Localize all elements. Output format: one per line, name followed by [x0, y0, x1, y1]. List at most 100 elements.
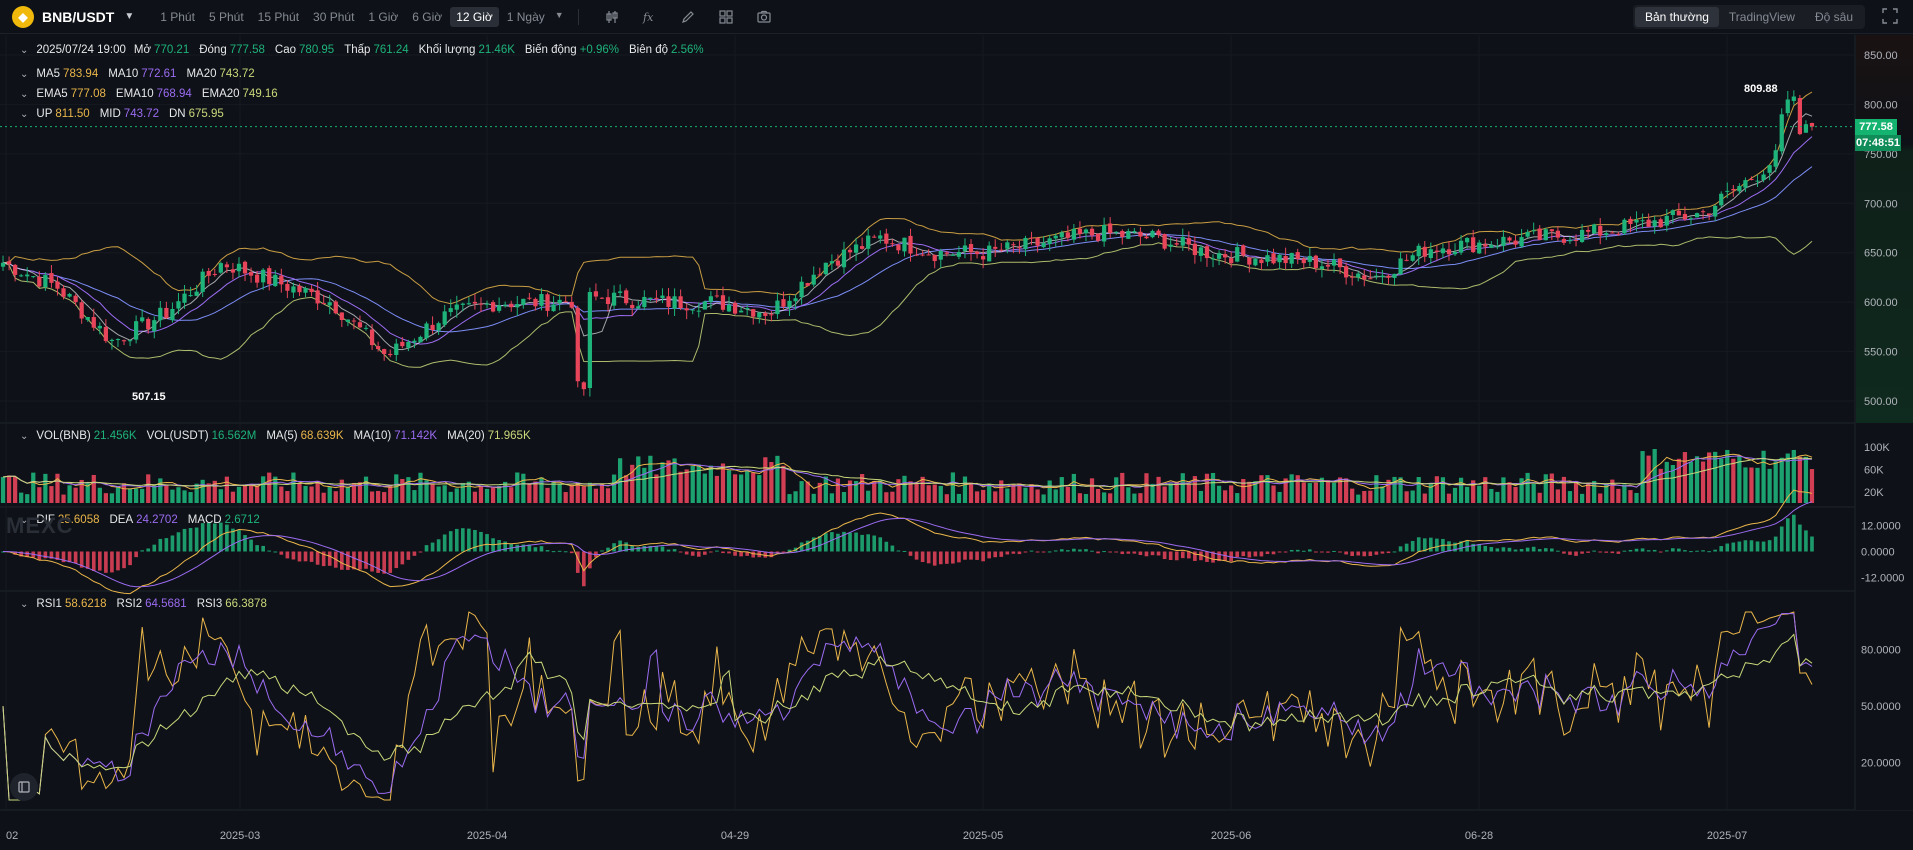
candle-body [872, 236, 877, 238]
chevron-down-icon[interactable]: ⌄ [20, 68, 29, 80]
candle-body [376, 346, 381, 350]
candle-body [654, 297, 659, 299]
chevron-down-icon[interactable]: ▼ [124, 11, 135, 22]
candle-body [200, 271, 205, 292]
macd-histogram-bar [630, 545, 635, 552]
close-value: 777.58 [229, 44, 265, 56]
candle-body [829, 261, 834, 264]
chevron-down-icon[interactable]: ⌄ [20, 44, 29, 56]
candle-body [146, 318, 151, 330]
candle-body [1767, 165, 1772, 173]
candle-body [1265, 255, 1270, 262]
candle-body [1138, 231, 1143, 237]
volume-bar [956, 493, 962, 503]
candle-body [1616, 233, 1621, 235]
macd-histogram-bar [1495, 548, 1500, 552]
candle-body [769, 314, 774, 316]
macd-histogram-bar [85, 551, 90, 569]
volume-bar [708, 465, 713, 503]
interval-tab[interactable]: 1 Phút [160, 9, 195, 24]
candle-body [1707, 213, 1712, 215]
chart-canvas[interactable]: 850.00 800.00 750.00 700.00 650.00 600.00 550.… [0, 35, 1913, 845]
interval-tab[interactable]: 6 Giờ [412, 9, 443, 24]
boll-mid-label: MID [99, 108, 121, 120]
chevron-down-icon[interactable]: ⌄ [20, 88, 29, 100]
pair-selector[interactable]: ◆ BNB/USDT ▼ [12, 5, 135, 28]
volume-bar [13, 476, 18, 503]
candle-body [1640, 220, 1645, 222]
volume-bar [732, 474, 738, 503]
indicator-fx-icon[interactable]: fx [639, 6, 661, 28]
macd-histogram-bar [1338, 551, 1342, 553]
macd-histogram-bar [1078, 549, 1082, 552]
high-value: 780.95 [299, 44, 335, 56]
volume-bar [1809, 469, 1815, 503]
chevron-down-icon[interactable]: ▼ [554, 9, 564, 20]
date-axis-label: 2025-03 [220, 830, 260, 842]
macd-histogram-bar [660, 546, 665, 552]
candle-body [327, 302, 332, 306]
volume-bar [1083, 493, 1089, 503]
interval-tab[interactable]: 1 Ngày [506, 9, 545, 24]
view-mode-tab[interactable]: TradingView [1728, 10, 1795, 24]
macd-histogram-bar [315, 551, 320, 565]
volume-bar [630, 464, 635, 503]
macd-histogram-bar [1779, 526, 1784, 552]
candle-type-icon[interactable] [601, 6, 623, 28]
candle-body [1041, 243, 1046, 248]
volume-bar [666, 460, 671, 503]
interval-tab[interactable]: 5 Phút [208, 9, 244, 24]
volume-bar [1755, 467, 1760, 503]
candle-body [91, 317, 96, 328]
candle-body [702, 301, 707, 310]
camera-icon[interactable] [753, 6, 775, 28]
candle-body [1035, 237, 1040, 246]
macd-histogram-bar [1683, 550, 1687, 552]
volume-bar [1549, 473, 1554, 503]
chart-settings-button[interactable] [10, 773, 38, 801]
macd-histogram-bar [1701, 550, 1705, 552]
candle-body [853, 244, 859, 253]
macd-axis-label: 12.0000 [1861, 521, 1901, 533]
chart-area[interactable]: 850.00 800.00 750.00 700.00 650.00 600.00 550.… [0, 35, 1913, 845]
candle-body [194, 291, 199, 296]
interval-tab[interactable]: 30 Phút [313, 9, 355, 24]
volume-bar [908, 481, 913, 503]
view-mode-tab[interactable]: Bản thường [1634, 7, 1719, 27]
macd-histogram-bar [1713, 549, 1717, 552]
volume-bar [1095, 488, 1101, 503]
ohlc-legend: ⌄ 2025/07/24 19:00 Mở 770.21 Đóng 777.58 C… [20, 44, 714, 56]
chevron-down-icon[interactable]: ⌄ [20, 514, 29, 526]
volume-bar [1204, 473, 1210, 503]
volume-bar [539, 477, 544, 503]
candle-body [1713, 205, 1718, 217]
volume-bar [1743, 467, 1748, 503]
fullscreen-icon[interactable] [1881, 7, 1899, 25]
volume-bar [1289, 474, 1294, 503]
candle-body [1083, 229, 1089, 234]
vol-bnb-value: 21.456K [93, 430, 137, 442]
view-mode-tab[interactable]: Độ sâu [1814, 10, 1853, 24]
volume-bar [339, 479, 344, 503]
price-axis-label: 600.00 [1864, 297, 1898, 309]
volume-bar [1731, 458, 1736, 503]
macd-histogram-bar [1047, 551, 1052, 553]
chevron-down-icon[interactable]: ⌄ [20, 598, 29, 610]
volume-bar [775, 455, 780, 503]
draw-pencil-icon[interactable] [677, 6, 699, 28]
volume-bar [6, 475, 12, 503]
interval-tab[interactable]: 12 Giờ [450, 6, 499, 27]
volume-bar [763, 457, 768, 503]
volume-bar [1489, 488, 1494, 503]
macd-histogram-bar [1120, 551, 1125, 555]
macd-histogram-bar [678, 551, 683, 553]
chevron-down-icon[interactable]: ⌄ [20, 430, 29, 442]
volume-bar [212, 480, 217, 503]
candle-body [1410, 255, 1415, 261]
rsi2-line [2, 612, 1813, 801]
interval-tab[interactable]: 1 Giờ [368, 9, 399, 24]
interval-tab[interactable]: 15 Phút [257, 9, 300, 24]
chevron-down-icon[interactable]: ⌄ [20, 108, 29, 120]
layout-grid-icon[interactable] [715, 6, 737, 28]
macd-histogram-bar [212, 523, 217, 552]
